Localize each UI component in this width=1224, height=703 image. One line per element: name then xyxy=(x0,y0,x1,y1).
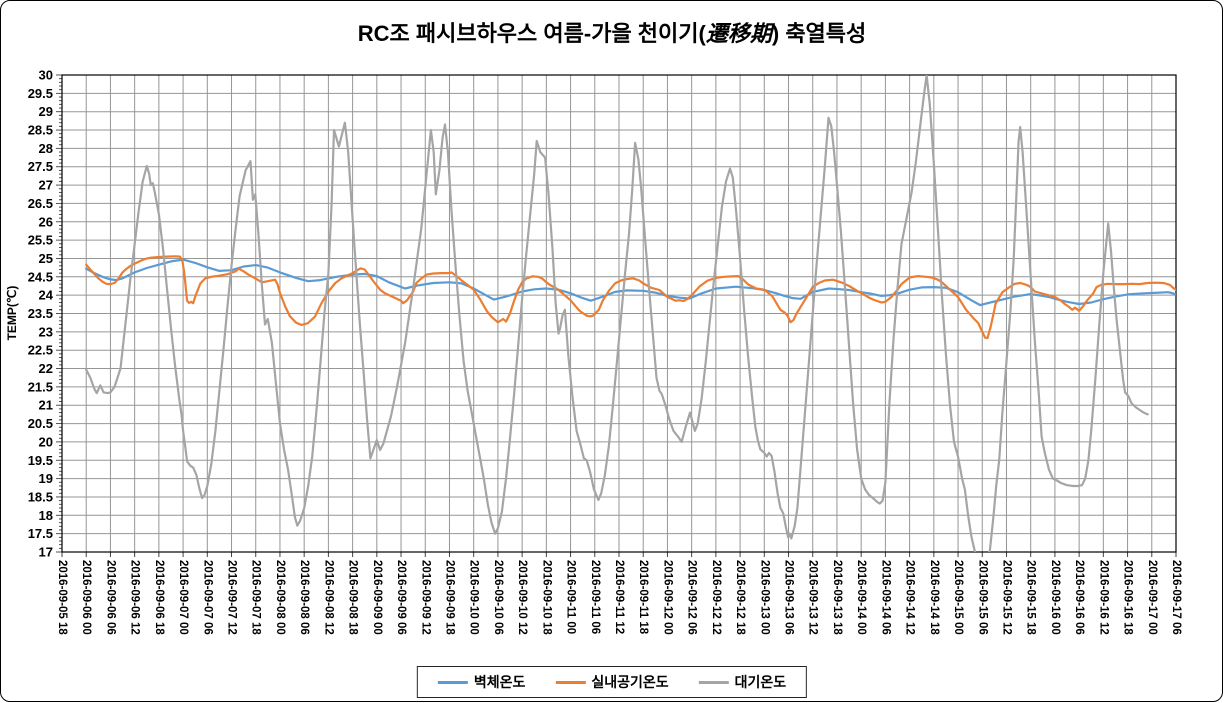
x-tick-label: 2016-09-09 18 xyxy=(443,560,455,635)
x-tick-label: 2016-09-06 18 xyxy=(153,560,165,635)
x-tick-label: 2016-09-14 06 xyxy=(879,560,891,635)
x-tick-label: 2016-09-08 18 xyxy=(347,560,359,635)
y-tick-label: 18 xyxy=(39,508,53,523)
y-tick-label: 26 xyxy=(39,214,53,229)
x-tick-label: 2016-09-14 18 xyxy=(928,560,940,635)
legend-swatch xyxy=(698,680,729,684)
x-tick-label: 2016-09-09 06 xyxy=(395,560,407,635)
y-tick-label: 30 xyxy=(39,68,53,83)
y-tick-label: 29 xyxy=(39,104,53,119)
y-tick-label: 27.5 xyxy=(28,159,53,174)
x-tick-label: 2016-09-06 06 xyxy=(104,560,116,635)
x-tick-label: 2016-09-09 00 xyxy=(371,560,383,635)
y-tick-label: 21 xyxy=(39,398,53,413)
x-tick-label: 2016-09-08 12 xyxy=(322,560,334,635)
y-tick-label: 22.5 xyxy=(28,343,53,358)
plot-border xyxy=(61,74,1177,553)
y-tick-label: 19 xyxy=(39,471,53,486)
x-tick-label: 2016-09-16 12 xyxy=(1097,560,1109,635)
y-tick-label: 22 xyxy=(39,361,53,376)
y-tick-label: 28.5 xyxy=(28,123,53,138)
x-tick-label: 2016-09-12 00 xyxy=(661,560,673,635)
x-tick-label: 2016-09-07 12 xyxy=(226,560,238,635)
y-tick-label: 18.5 xyxy=(28,489,53,504)
legend-item-wall-temp: 벽체온도 xyxy=(437,672,526,692)
x-tick-label: 2016-09-15 18 xyxy=(1025,560,1037,635)
y-tick-label: 20.5 xyxy=(28,416,53,431)
x-tick-label: 2016-09-08 06 xyxy=(298,560,310,635)
x-tick-label: 2016-09-07 00 xyxy=(177,560,189,635)
x-tick-label: 2016-09-05 18 xyxy=(56,560,68,635)
x-tick-label: 2016-09-10 06 xyxy=(492,560,504,635)
y-tick-label: 25 xyxy=(39,251,53,266)
series-line-대기온도 xyxy=(85,75,1149,552)
y-tick-label: 17 xyxy=(39,545,53,560)
x-tick-label: 2016-09-15 12 xyxy=(1000,560,1012,635)
x-tick-label: 2016-09-10 12 xyxy=(516,560,528,635)
x-tick-label: 2016-09-17 06 xyxy=(1170,560,1182,635)
legend: 벽체온도 실내공기온도 대기온도 xyxy=(416,666,808,698)
x-tick-label: 2016-09-15 06 xyxy=(976,560,988,635)
x-tick-label: 2016-09-12 06 xyxy=(686,560,698,635)
title-prefix: RC조 패시브하우스 여름-가을 천이기( xyxy=(357,21,706,46)
legend-swatch xyxy=(555,680,586,684)
y-tick-label: 23 xyxy=(39,324,53,339)
x-tick-label: 2016-09-06 12 xyxy=(129,560,141,635)
x-tick-label: 2016-09-08 00 xyxy=(274,560,286,635)
y-tick-label: 24.5 xyxy=(28,269,53,284)
x-tick-label: 2016-09-14 12 xyxy=(904,560,916,635)
x-tick-label: 2016-09-12 12 xyxy=(710,560,722,635)
legend-swatch xyxy=(437,680,468,684)
x-tick-label: 2016-09-13 12 xyxy=(807,560,819,635)
x-tick-label: 2016-09-11 12 xyxy=(613,560,625,634)
y-tick-label: 20 xyxy=(39,434,53,449)
legend-item-outdoor-air-temp: 대기온도 xyxy=(698,672,787,692)
y-tick-label: 17.5 xyxy=(28,526,53,541)
x-tick-label: 2016-09-16 06 xyxy=(1073,560,1085,635)
legend-label: 실내공기온도 xyxy=(591,674,669,690)
x-tick-label: 2016-09-16 18 xyxy=(1122,560,1134,635)
legend-item-indoor-air-temp: 실내공기온도 xyxy=(555,672,669,692)
x-tick-label: 2016-09-10 18 xyxy=(540,560,552,635)
x-tick-label: 2016-09-07 06 xyxy=(201,560,213,635)
x-tick-label: 2016-09-13 18 xyxy=(831,560,843,635)
title-italic-hanja: 遷移期 xyxy=(705,21,772,46)
x-tick-label: 2016-09-15 00 xyxy=(952,560,964,635)
series-line-실내공기온도 xyxy=(85,255,1176,340)
y-tick-label: 19.5 xyxy=(28,453,53,468)
legend-label: 대기온도 xyxy=(734,674,787,690)
x-tick-label: 2016-09-09 12 xyxy=(419,560,431,635)
y-tick-label: 21.5 xyxy=(28,379,53,394)
y-tick-label: 29.5 xyxy=(28,86,53,101)
x-tick-label: 2016-09-10 00 xyxy=(468,560,480,635)
x-tick-label: 2016-09-07 18 xyxy=(250,560,262,635)
x-tick-label: 2016-09-13 00 xyxy=(758,560,770,635)
y-tick-label: 28 xyxy=(39,141,53,156)
y-tick-label: 24 xyxy=(39,288,54,303)
x-tick-label: 2016-09-16 00 xyxy=(1049,560,1061,635)
y-tick-label: 27 xyxy=(39,178,53,193)
x-tick-label: 2016-09-11 00 xyxy=(565,560,577,634)
x-tick-label: 2016-09-17 00 xyxy=(1146,560,1158,635)
y-tick-label: 25.5 xyxy=(28,233,53,248)
y-tick-label: 23.5 xyxy=(28,306,53,321)
x-tick-label: 2016-09-13 06 xyxy=(783,560,795,635)
page-title: RC조 패시브하우스 여름-가을 천이기(遷移期) 축열특성 xyxy=(0,16,1224,48)
x-tick-label: 2016-09-11 18 xyxy=(637,560,649,635)
y-tick-label: 26.5 xyxy=(28,196,53,211)
chart-svg: 17 17.5 18 18.5 19 19.5 20 20.5 21 21.5 22 22.5 23 23… xyxy=(28,68,1182,636)
legend-label: 벽체온도 xyxy=(473,674,526,690)
x-tick-label: 2016-09-11 06 xyxy=(589,560,601,634)
title-suffix: ) 축열특성 xyxy=(771,21,867,46)
x-tick-label: 2016-09-12 18 xyxy=(734,560,746,635)
x-tick-label: 2016-09-06 00 xyxy=(80,560,92,635)
x-tick-label: 2016-09-14 00 xyxy=(855,560,867,635)
